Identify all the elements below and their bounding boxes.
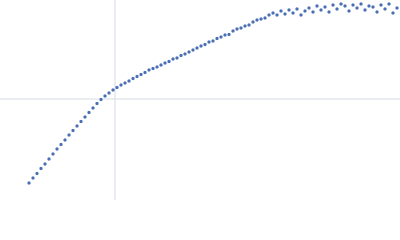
point [287,8,291,12]
point [59,142,63,147]
point [83,115,87,119]
point [291,11,295,15]
point [139,72,143,77]
point [319,8,323,12]
point [251,20,255,24]
point [203,42,207,47]
point [127,79,131,83]
point [95,101,99,106]
point [175,56,179,60]
point [363,8,367,12]
point [279,9,283,13]
point [171,57,175,61]
point [375,10,379,14]
point [395,6,399,10]
point [183,52,187,56]
point [219,35,223,39]
point [63,138,67,142]
point [383,7,387,11]
point [231,29,235,33]
point [215,36,219,41]
point [75,124,79,128]
point [359,2,363,6]
point [55,147,59,151]
point [307,6,311,10]
point [31,176,35,180]
point [159,63,163,67]
point [43,162,47,166]
point [99,97,103,102]
point [179,53,183,58]
point [263,16,267,20]
point [299,13,303,17]
point [227,32,231,37]
point [87,110,91,115]
point [315,4,319,8]
point [207,40,211,44]
point [355,6,359,10]
point [119,83,123,87]
point [331,3,335,7]
point [107,91,111,95]
point [79,119,83,124]
point [259,17,263,21]
point [131,76,135,81]
point [371,5,375,9]
point [271,11,275,15]
point [199,44,203,48]
point [295,7,299,11]
point [111,88,115,92]
point [163,61,167,65]
point [311,10,315,14]
point [35,171,39,176]
point [387,2,391,6]
point [267,13,271,17]
point [303,9,307,13]
point [191,48,195,52]
point [239,26,243,30]
point [283,12,287,16]
point [243,24,247,28]
point [351,3,355,7]
point [339,2,343,6]
point [155,65,159,69]
point [343,4,347,8]
point [123,81,127,85]
point [47,157,51,161]
point [135,74,139,79]
point [255,18,259,22]
point [187,50,191,54]
point [247,23,251,27]
point [327,10,331,14]
point [223,33,227,37]
point [195,46,199,50]
point [347,9,351,13]
point [115,85,119,90]
point [91,106,95,110]
point [143,70,147,75]
point [39,166,43,171]
point [235,27,239,31]
point [71,128,75,133]
point [147,68,151,72]
point [211,39,215,43]
point [323,5,327,9]
point [335,7,339,11]
point [27,181,31,185]
point [67,133,71,137]
point [379,3,383,7]
point [103,94,107,98]
chart [0,0,400,200]
point [391,11,395,15]
point [51,152,55,156]
point [167,59,171,64]
point [275,13,279,17]
point [151,66,155,71]
point [367,4,371,8]
